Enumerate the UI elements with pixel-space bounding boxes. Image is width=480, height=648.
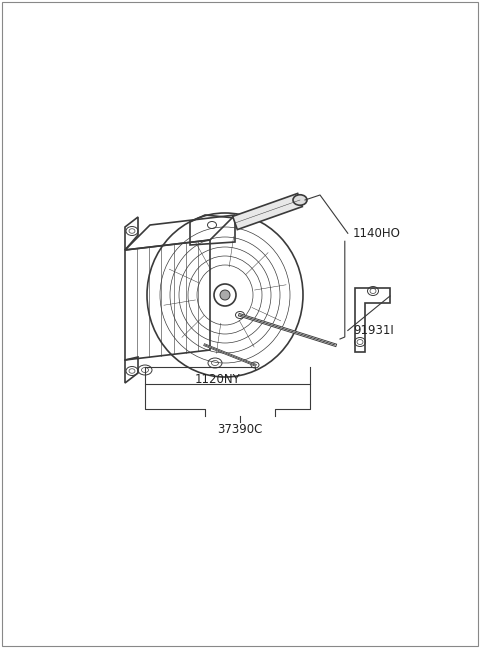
Text: 91931I: 91931I — [353, 324, 394, 337]
Polygon shape — [233, 193, 302, 229]
Text: 37390C: 37390C — [217, 423, 263, 436]
Text: 1120NY: 1120NY — [194, 373, 240, 386]
Ellipse shape — [220, 290, 230, 300]
Ellipse shape — [293, 195, 307, 205]
Text: 1140HO: 1140HO — [353, 227, 401, 240]
